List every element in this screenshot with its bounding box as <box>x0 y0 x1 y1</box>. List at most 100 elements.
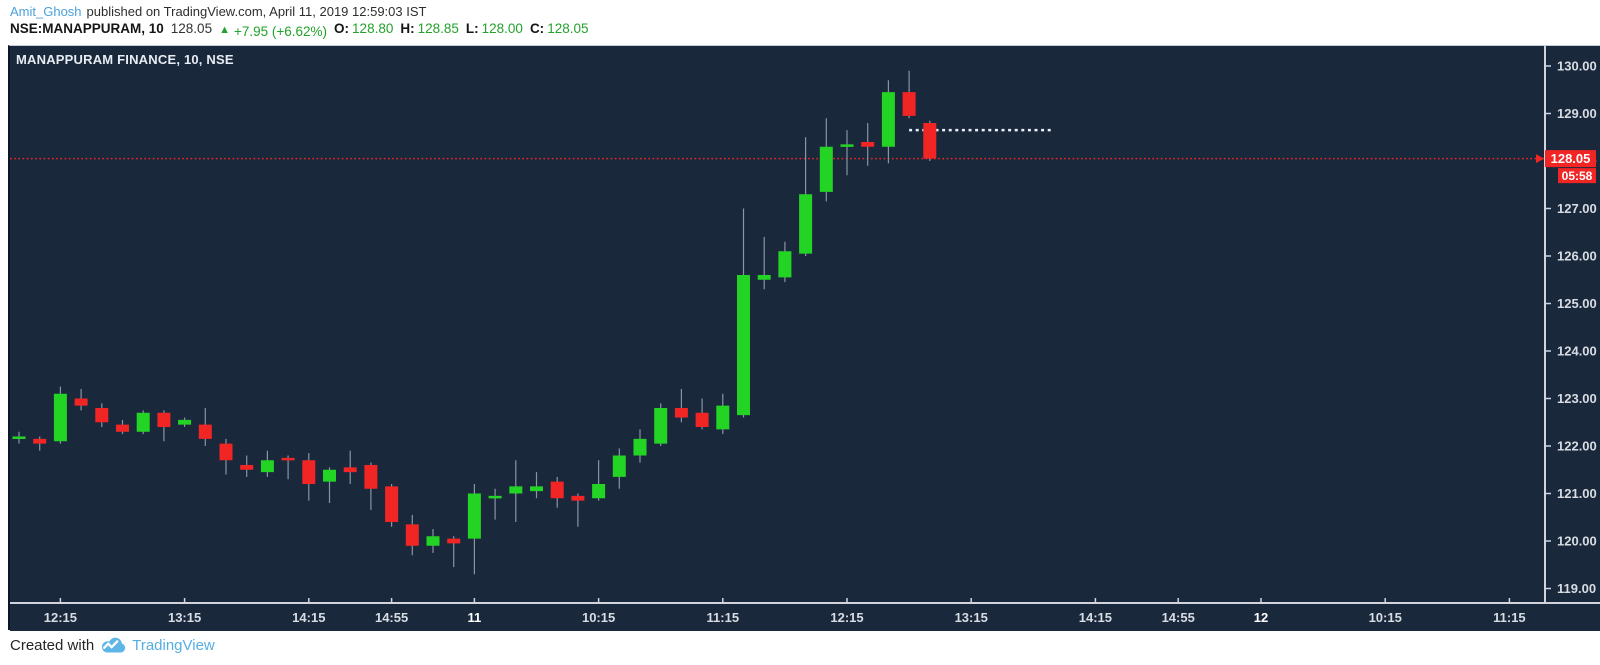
current-price-label-group: 128.05 05:58 <box>1536 150 1596 184</box>
candle-body[interactable] <box>74 398 88 406</box>
candle-body[interactable] <box>530 486 543 492</box>
current-price-text: 128.05 <box>1551 151 1591 166</box>
candle-body[interactable] <box>12 436 26 440</box>
candle-body[interactable] <box>240 465 254 470</box>
candle-body[interactable] <box>633 438 647 456</box>
created-with-text: Created with <box>10 636 95 654</box>
change-value: +7.95 (+6.62%) <box>233 24 328 39</box>
time-tick-label: 12:15 <box>830 610 863 625</box>
candle-body[interactable] <box>385 486 399 522</box>
close-number: 128.05 <box>547 21 589 36</box>
candle-body[interactable] <box>116 424 129 432</box>
candle-body[interactable] <box>716 405 730 430</box>
candle-body[interactable] <box>819 146 833 192</box>
candle-body[interactable] <box>260 460 274 473</box>
price-tick-label: 120.00 <box>1557 534 1597 549</box>
time-tick-label: 10:15 <box>1369 610 1402 625</box>
open-value: O: 128.80 <box>334 21 393 36</box>
candle-body[interactable] <box>198 424 212 439</box>
current-price-label <box>1545 150 1596 168</box>
candle-body[interactable] <box>178 419 192 425</box>
candle-body[interactable] <box>136 412 150 432</box>
bar-countdown-label <box>1558 168 1596 184</box>
candle-body[interactable] <box>737 275 750 416</box>
day-tick-label: 11 <box>468 610 482 625</box>
candle-body[interactable] <box>861 142 875 147</box>
price-tick-label: 129.00 <box>1557 106 1597 121</box>
candle-body[interactable] <box>902 92 916 116</box>
candle-body[interactable] <box>799 194 813 254</box>
high-number: 128.85 <box>417 21 459 36</box>
publish-header: Amit_Ghosh published on TradingView.com,… <box>10 4 588 39</box>
candle-body[interactable] <box>881 92 895 147</box>
candle-body[interactable] <box>550 481 564 499</box>
bar-countdown-text: 05:58 <box>1562 169 1593 183</box>
candle-body[interactable] <box>695 412 709 427</box>
candle-body[interactable] <box>757 275 771 280</box>
candle-body[interactable] <box>467 493 481 539</box>
candle-body[interactable] <box>302 460 316 484</box>
time-tick-label: 14:55 <box>1162 610 1195 625</box>
price-tick-label: 125.00 <box>1557 296 1597 311</box>
price-tick-label: 126.00 <box>1557 249 1597 264</box>
candle-body[interactable] <box>53 393 67 442</box>
candle-body[interactable] <box>674 408 688 418</box>
low-label: L: <box>465 21 479 36</box>
time-tick-label: 13:15 <box>955 610 988 625</box>
up-arrow-icon: ▲ <box>219 24 230 36</box>
time-tick-label: 10:15 <box>582 610 615 625</box>
candle-body[interactable] <box>447 538 461 544</box>
candle-body[interactable] <box>488 495 502 499</box>
close-label: C: <box>529 21 545 36</box>
footer: Created with TradingView <box>10 636 215 654</box>
time-tick-label: 12:15 <box>44 610 77 625</box>
time-tick-label: 13:15 <box>168 610 201 625</box>
symbol-info-bar: NSE:MANAPPURAM, 10 128.05 ▲ +7.95 (+6.62%… <box>10 21 588 39</box>
candle-body[interactable] <box>219 443 233 461</box>
high-value: H: 128.85 <box>400 21 459 36</box>
candle-body[interactable] <box>778 251 792 278</box>
price-tick-label: 124.00 <box>1557 344 1597 359</box>
close-value: C: 128.05 <box>530 21 589 36</box>
time-tick-label: 11:15 <box>707 610 740 625</box>
price-change: ▲ +7.95 (+6.62%) <box>219 24 327 39</box>
publish-line: Amit_Ghosh published on TradingView.com,… <box>10 4 588 19</box>
candle-body[interactable] <box>840 144 854 147</box>
candlestick-chart[interactable]: 130.00129.00128.00127.00126.00125.00124.… <box>10 46 1600 631</box>
tradingview-logo-icon[interactable] <box>100 636 126 654</box>
candle-body[interactable] <box>364 465 378 489</box>
candles-series[interactable] <box>12 70 937 575</box>
low-number: 128.00 <box>481 21 523 36</box>
candle-body[interactable] <box>612 455 626 477</box>
axes <box>10 46 1600 604</box>
symbol-title[interactable]: NSE:MANAPPURAM, 10 <box>10 21 164 36</box>
publish-text: published on TradingView.com, April 11, … <box>86 4 427 19</box>
candle-body[interactable] <box>323 469 336 482</box>
chart-legend-title[interactable]: MANAPPURAM FINANCE, 10, NSE <box>16 52 234 67</box>
candle-body[interactable] <box>654 408 668 444</box>
candle-body[interactable] <box>95 408 109 423</box>
candle-body[interactable] <box>592 484 606 499</box>
tradingview-brand-link[interactable]: TradingView <box>132 636 215 654</box>
author-link[interactable]: Amit_Ghosh <box>10 4 82 19</box>
candle-body[interactable] <box>343 467 357 473</box>
time-tick-label: 14:15 <box>1079 610 1112 625</box>
chart-area[interactable]: MANAPPURAM FINANCE, 10, NSE 130.00 129.00… <box>8 45 1600 631</box>
candle-body[interactable] <box>157 412 171 427</box>
chart-background[interactable] <box>10 46 1600 631</box>
candle-body[interactable] <box>509 486 523 494</box>
high-label: H: <box>400 21 415 36</box>
time-axis[interactable]: 12:15 13:15 14:15 14:55 11 10:15 11:15 12:15 13:… <box>44 598 1526 625</box>
candle-body[interactable] <box>33 438 47 444</box>
price-tick-label: 119.00 <box>1557 581 1596 596</box>
last-price: 128.05 <box>170 21 213 36</box>
time-tick-label: 14:55 <box>375 610 408 625</box>
candle-body[interactable] <box>426 536 440 546</box>
candle-body[interactable] <box>281 457 295 461</box>
price-tick-label: 130.00 <box>1557 59 1597 74</box>
candle-body[interactable] <box>405 524 419 546</box>
candle-body[interactable] <box>923 123 937 159</box>
price-tick-label: 123.00 <box>1557 391 1597 406</box>
candle-body[interactable] <box>571 495 585 501</box>
